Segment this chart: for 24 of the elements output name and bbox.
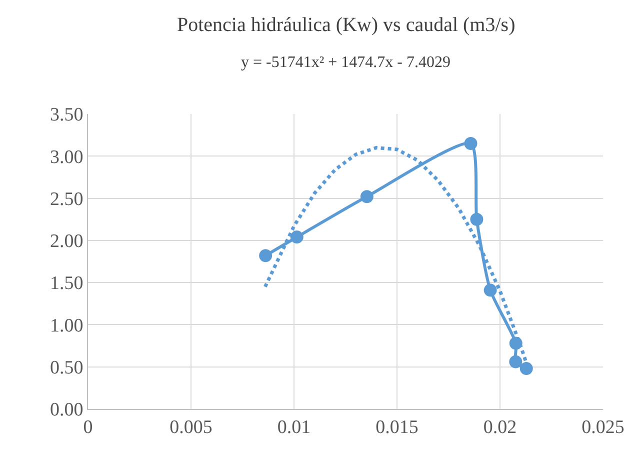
y-tick-label: 2.50 [50, 188, 84, 210]
point [259, 249, 272, 262]
point [360, 190, 374, 204]
point [464, 137, 478, 150]
chart-subtitle: y = -51741x² + 1474.7x - 7.4029 [241, 54, 450, 71]
chart-title: Potencia hidráulica (Kw) vs caudal (m3/s) [177, 14, 516, 36]
y-tick-label: 1.50 [50, 273, 84, 294]
x-tick-label: 0.025 [582, 416, 624, 438]
x-tick-label: 0.015 [376, 416, 418, 438]
y-tick-label: 1.00 [50, 315, 84, 336]
y-tick-label: 0.00 [50, 400, 84, 421]
x-tick-label: 0 [83, 416, 93, 438]
x-tick-label: 0.01 [277, 416, 311, 438]
x-tick-label: 0.005 [170, 416, 212, 438]
point [509, 355, 522, 368]
point [290, 230, 304, 244]
y-tick-label: 0.50 [50, 358, 84, 379]
y-tick-label: 3.00 [50, 146, 84, 168]
point [470, 212, 484, 226]
y-tick-label: 2.00 [50, 231, 84, 252]
point [520, 362, 533, 376]
point [484, 284, 497, 297]
y-tick-label: 3.50 [50, 104, 84, 126]
x-tick-label: 0.02 [483, 416, 517, 438]
